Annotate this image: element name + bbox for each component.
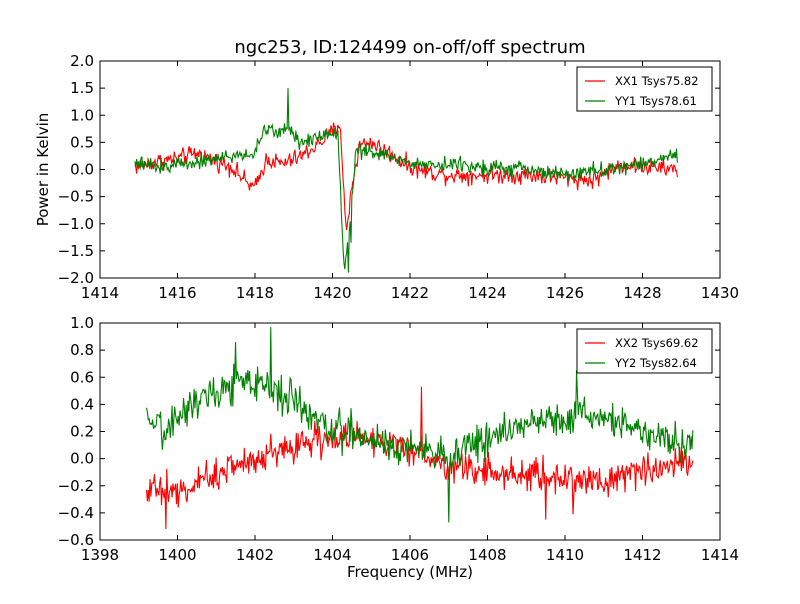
y-tick-label: 0.2 bbox=[70, 423, 94, 441]
legend-box bbox=[576, 66, 713, 112]
top-panel: 1414 1416 1418 1420 1422 1424 1426 1428 1430 2.0 1… bbox=[34, 37, 739, 302]
legend-label: YY2 Tsys82.64 bbox=[614, 356, 697, 370]
y-tick-label: 0.8 bbox=[70, 341, 94, 359]
y-tick-label: 0.0 bbox=[70, 450, 94, 468]
series-line-yy1 bbox=[134, 88, 678, 273]
y-tick-label: −0.5 bbox=[58, 188, 94, 206]
bottom-panel: 1398 1400 1402 1404 1406 1408 1410 1412 1414 1.0 0… bbox=[58, 314, 740, 581]
y-tick-label: 0.4 bbox=[70, 395, 94, 413]
y-tick-label: 0.5 bbox=[70, 133, 94, 151]
series-line-yy2 bbox=[145, 327, 694, 523]
y-tick-label: −0.4 bbox=[58, 504, 94, 522]
legend-label: XX2 Tsys69.62 bbox=[615, 336, 699, 350]
x-tick-label: 1428 bbox=[623, 284, 661, 302]
y-tick-label: 1.0 bbox=[70, 106, 94, 124]
legend: XX2 Tsys69.62 YY2 Tsys82.64 bbox=[576, 328, 713, 374]
y-tick-label: −0.2 bbox=[58, 477, 94, 495]
x-tick-label: 1400 bbox=[158, 546, 196, 564]
x-tick-label: 1426 bbox=[546, 284, 584, 302]
x-tick-label: 1414 bbox=[701, 546, 739, 564]
x-tick-label: 1408 bbox=[468, 546, 506, 564]
x-tick-label: 1410 bbox=[546, 546, 584, 564]
x-axis-label: Frequency (MHz) bbox=[347, 563, 473, 581]
x-tick-label: 1416 bbox=[158, 284, 196, 302]
legend-label: XX1 Tsys75.82 bbox=[615, 74, 699, 88]
x-tick-label: 1414 bbox=[81, 284, 119, 302]
y-axis-label: Power in Kelvin bbox=[34, 113, 52, 227]
y-tick-label: −2.0 bbox=[58, 269, 94, 287]
series-line-xx1 bbox=[134, 122, 678, 231]
x-tick-label: 1418 bbox=[236, 284, 274, 302]
y-tick-label: 0.0 bbox=[70, 161, 94, 179]
chart-title: ngc253, ID:124499 on-off/off spectrum bbox=[234, 37, 585, 58]
y-tick-label: 1.0 bbox=[70, 314, 94, 332]
x-tick-label: 1412 bbox=[623, 546, 661, 564]
legend-box bbox=[576, 328, 713, 374]
y-tick-label: 2.0 bbox=[70, 52, 94, 70]
x-tick-label: 1422 bbox=[391, 284, 429, 302]
y-tick-label: −1.5 bbox=[58, 242, 94, 260]
x-tick-label: 1402 bbox=[236, 546, 274, 564]
x-tick-label: 1404 bbox=[313, 546, 351, 564]
x-tick-label: 1398 bbox=[81, 546, 119, 564]
x-tick-label: 1420 bbox=[313, 284, 351, 302]
y-tick-label: 0.6 bbox=[70, 368, 94, 386]
legend-label: YY1 Tsys78.61 bbox=[614, 94, 697, 108]
x-tick-label: 1430 bbox=[701, 284, 739, 302]
legend: XX1 Tsys75.82 YY1 Tsys78.61 bbox=[576, 66, 713, 112]
x-tick-label: 1406 bbox=[391, 546, 429, 564]
y-tick-label: −0.6 bbox=[58, 531, 94, 549]
y-tick-label: −1.0 bbox=[58, 215, 94, 233]
series-line-xx2 bbox=[145, 386, 694, 530]
x-tick-label: 1424 bbox=[468, 284, 506, 302]
y-tick-label: 1.5 bbox=[70, 79, 94, 97]
